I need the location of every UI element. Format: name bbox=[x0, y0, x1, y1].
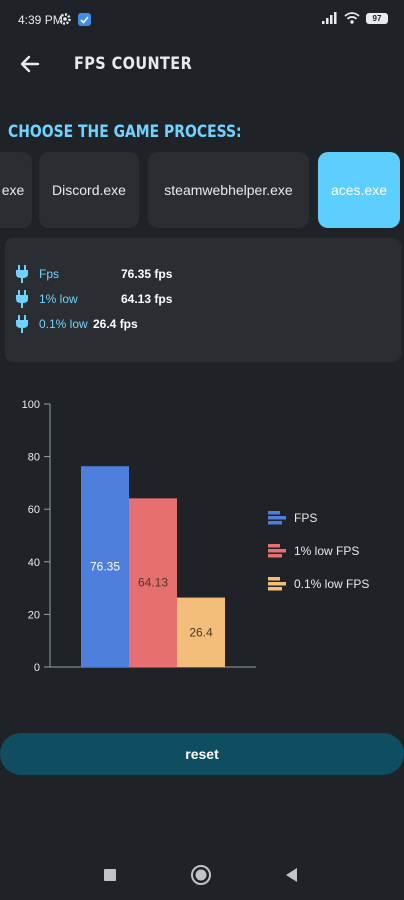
battery-icon: 97 bbox=[366, 12, 388, 24]
stat-value: 76.35 fps bbox=[121, 267, 173, 281]
legend-item: FPS bbox=[268, 511, 317, 525]
legend-label: FPS bbox=[294, 511, 317, 525]
stats-card: Fps 76.35 fps 1% low 64.13 fps 0.1% low … bbox=[5, 238, 401, 362]
legend-swatch bbox=[268, 554, 282, 558]
legend-item: 1% low FPS bbox=[268, 544, 359, 558]
status-left-icons bbox=[58, 12, 91, 26]
y-tick-label: 0 bbox=[34, 662, 40, 674]
plug-icon bbox=[16, 265, 28, 283]
signal-icon bbox=[322, 12, 337, 24]
gear-icon bbox=[59, 13, 71, 25]
stat-label: 0.1% low bbox=[39, 317, 88, 331]
legend-item: 0.1% low FPS bbox=[268, 577, 369, 591]
process-chip-discord[interactable]: Discord.exe bbox=[39, 152, 139, 228]
stat-value: 26.4 fps bbox=[93, 317, 138, 331]
stat-row-fps: Fps 76.35 fps bbox=[15, 264, 172, 284]
bar-value-label: 64.13 bbox=[138, 576, 168, 590]
bar-1 bbox=[81, 466, 129, 667]
bar-value-label: 26.4 bbox=[189, 625, 213, 639]
bar-3 bbox=[177, 597, 225, 667]
bar-value-label: 76.35 bbox=[90, 560, 120, 574]
stat-value: 64.13 fps bbox=[121, 292, 173, 306]
process-chip-steamwebhelper[interactable]: steamwebhelper.exe bbox=[148, 152, 309, 228]
plug-icon bbox=[16, 290, 28, 308]
legend-swatch bbox=[268, 516, 286, 520]
page-title: FPS COUNTER bbox=[74, 54, 193, 74]
legend-swatch bbox=[268, 544, 280, 548]
app-notification-icon bbox=[78, 12, 91, 26]
process-chip-exe[interactable]: exe bbox=[0, 152, 32, 228]
status-bar: 4:39 PM 97 bbox=[0, 0, 404, 40]
legend-swatch bbox=[268, 511, 280, 515]
process-chip-label: steamwebhelper.exe bbox=[164, 182, 293, 198]
y-tick-label: 80 bbox=[28, 452, 40, 464]
process-chip-aces[interactable]: aces.exe bbox=[318, 152, 400, 228]
triangle-back-icon[interactable] bbox=[284, 867, 298, 883]
stat-row-0-1-low: 0.1% low 26.4 fps bbox=[15, 314, 138, 334]
stat-label: 1% low bbox=[39, 292, 78, 306]
process-chip-label: exe bbox=[1, 182, 25, 198]
navigation-bar bbox=[0, 850, 404, 900]
y-tick-label: 40 bbox=[28, 557, 40, 569]
arrow-left-icon[interactable] bbox=[16, 50, 44, 78]
process-chip-row[interactable]: exe Discord.exe steamwebhelper.exe aces.… bbox=[0, 152, 404, 228]
process-chip-label: aces.exe bbox=[330, 182, 388, 198]
y-tick-label: 60 bbox=[28, 504, 40, 516]
fps-bar-chart: 0 20 40 60 80 100 76.35 64.13 26.4 FPS 1% low FPS 0… bbox=[22, 399, 370, 674]
stat-row-1-low: 1% low 64.13 fps bbox=[15, 289, 172, 309]
legend-swatch bbox=[268, 582, 286, 586]
legend-swatch bbox=[268, 577, 280, 581]
square-icon[interactable] bbox=[103, 868, 117, 882]
legend-swatch bbox=[268, 549, 286, 553]
y-tick-label: 20 bbox=[28, 609, 40, 621]
wifi-icon bbox=[344, 12, 360, 24]
process-chip-label: Discord.exe bbox=[52, 182, 126, 198]
stat-label: Fps bbox=[39, 267, 60, 281]
legend-swatch bbox=[268, 521, 282, 525]
reset-button[interactable]: reset bbox=[0, 733, 404, 775]
legend-label: 0.1% low FPS bbox=[294, 577, 369, 591]
status-time: 4:39 PM bbox=[18, 13, 63, 27]
legend-swatch bbox=[268, 587, 282, 591]
app-bar: FPS COUNTER bbox=[0, 40, 404, 90]
circle-icon[interactable] bbox=[190, 864, 212, 886]
bar-2 bbox=[129, 498, 177, 667]
legend-label: 1% low FPS bbox=[294, 544, 359, 558]
process-section-title: CHOOSE THE GAME PROCESS: bbox=[8, 122, 242, 142]
y-tick-label: 100 bbox=[22, 399, 40, 411]
status-right-icons: 97 bbox=[322, 12, 388, 24]
plug-icon bbox=[16, 315, 28, 333]
